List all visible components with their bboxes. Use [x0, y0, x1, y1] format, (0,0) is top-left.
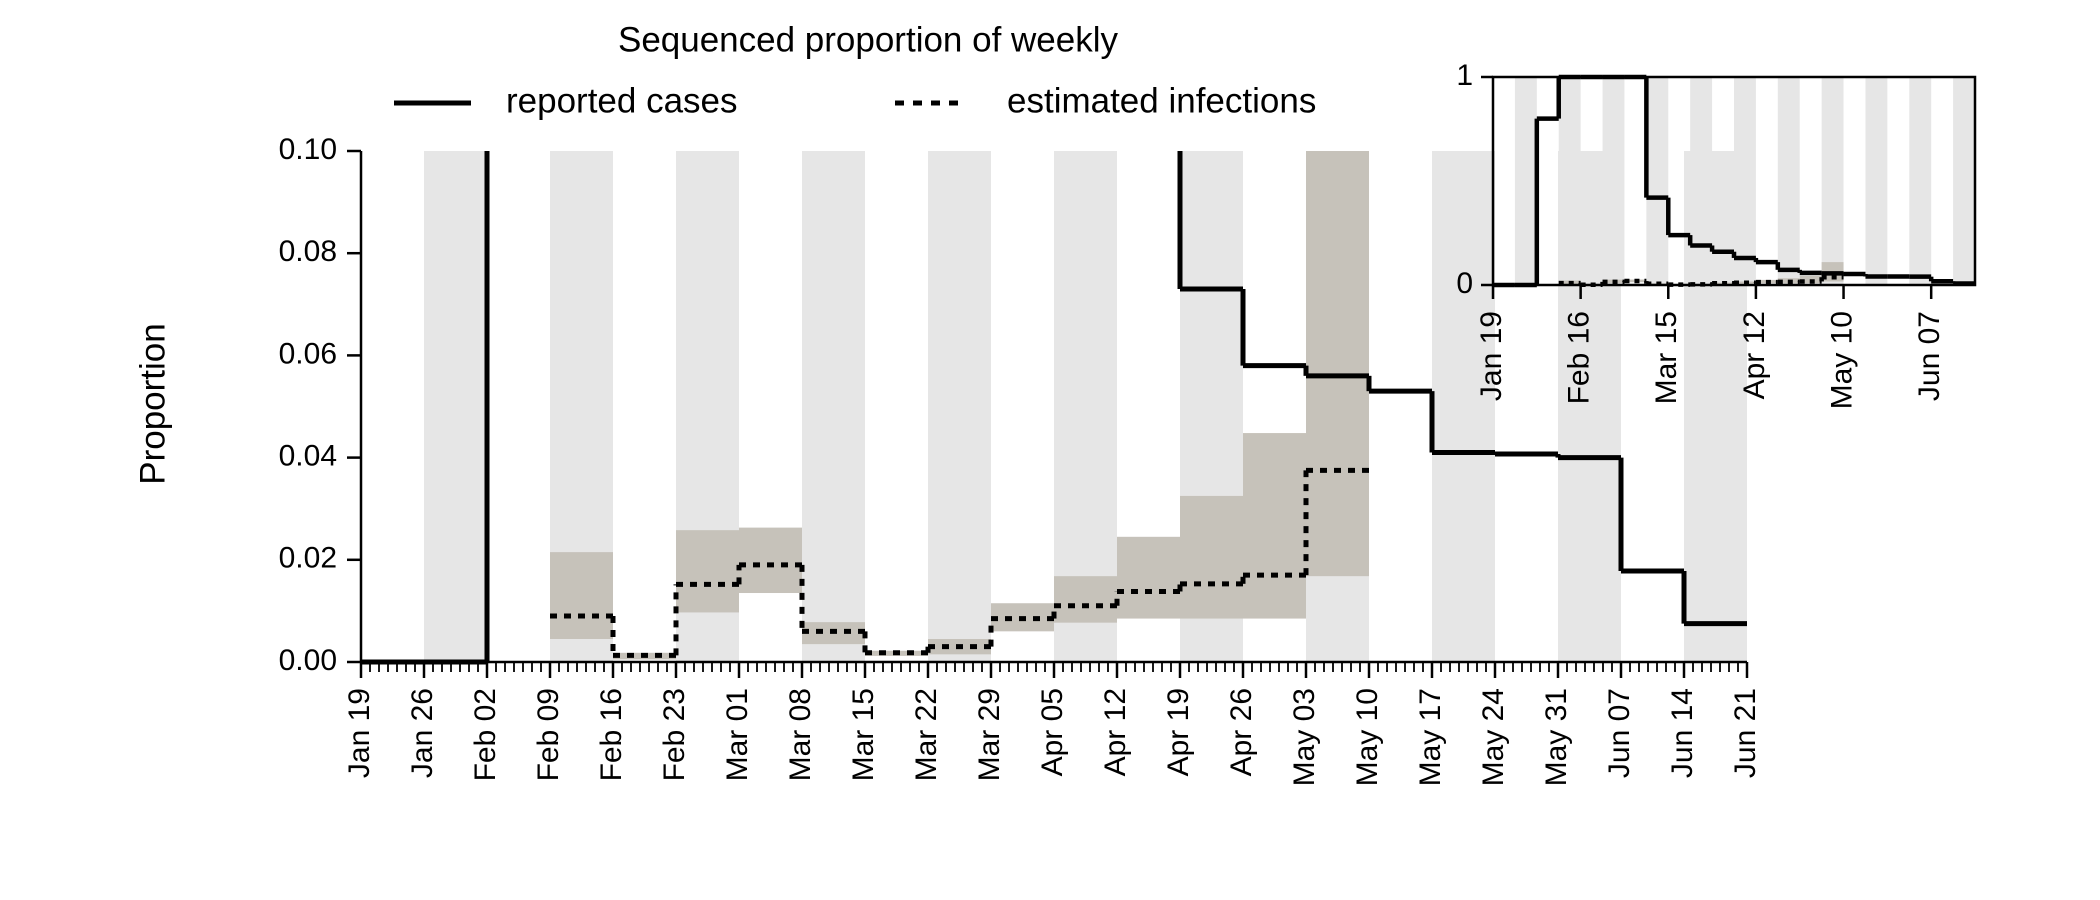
week-band	[1646, 77, 1669, 285]
x-tick-label: May 17	[1414, 688, 1447, 786]
inset-x-tick-label: Jan 19	[1475, 311, 1508, 401]
x-tick-label: Mar 15	[847, 688, 880, 781]
week-band	[928, 151, 991, 662]
x-tick-label: May 10	[1351, 688, 1384, 786]
week-band	[1821, 77, 1844, 285]
y-tick-label: 0.04	[279, 440, 337, 473]
x-tick-label: Apr 19	[1162, 688, 1195, 776]
x-tick-label: May 03	[1288, 688, 1321, 786]
week-band	[802, 151, 865, 662]
confidence-band	[1117, 536, 1180, 619]
week-band	[1690, 77, 1713, 285]
x-tick-label: May 31	[1540, 688, 1573, 786]
x-tick-label: Jun 07	[1603, 688, 1636, 778]
y-tick-label: 0.06	[279, 337, 337, 370]
confidence-band	[676, 530, 739, 613]
x-tick-label: Apr 26	[1225, 688, 1258, 776]
confidence-band	[550, 552, 613, 640]
x-tick-label: Feb 23	[658, 688, 691, 781]
y-tick-label: 0.10	[279, 133, 337, 166]
x-tick-label: Mar 01	[721, 688, 754, 781]
week-band	[1432, 151, 1495, 662]
week-band	[1734, 77, 1756, 285]
x-tick-label: May 24	[1477, 688, 1510, 786]
confidence-band	[1243, 433, 1306, 619]
legend-label: reported cases	[506, 81, 738, 120]
x-tick-label: Mar 22	[910, 688, 943, 781]
x-tick-label: Feb 16	[595, 688, 628, 781]
x-tick-label: Jun 14	[1666, 688, 1699, 778]
week-band	[1602, 77, 1625, 285]
x-tick-label: Jan 19	[343, 688, 376, 778]
y-tick-label: 0.02	[279, 542, 337, 575]
x-tick-label: Jun 21	[1729, 688, 1762, 778]
week-band	[424, 151, 487, 662]
x-tick-label: Feb 02	[469, 688, 502, 781]
y-tick-label: 0.08	[279, 235, 337, 268]
x-tick-label: Apr 12	[1099, 688, 1132, 776]
inset-x-tick-label: Mar 15	[1650, 311, 1683, 404]
week-band	[1865, 77, 1888, 285]
inset-x-tick-label: Apr 12	[1738, 311, 1771, 399]
x-tick-label: Mar 08	[784, 688, 817, 781]
x-tick-label: Mar 29	[973, 688, 1006, 781]
y-tick-label: 0.00	[279, 644, 337, 677]
x-tick-label: Jan 26	[406, 688, 439, 778]
inset-x-tick-label: May 10	[1825, 311, 1858, 409]
confidence-band	[1180, 495, 1243, 619]
inset-plot-area	[1493, 74, 1975, 288]
week-band	[1953, 77, 1975, 285]
confidence-band	[739, 527, 802, 594]
confidence-band	[1054, 576, 1117, 623]
inset-frame	[1491, 75, 1977, 287]
plot-area	[361, 151, 1747, 665]
inset-y-tick-label: 0	[1456, 267, 1473, 300]
week-band	[1777, 77, 1800, 285]
week-band	[1558, 77, 1581, 285]
y-axis-label: Proportion	[133, 323, 172, 484]
week-band	[1514, 77, 1537, 285]
x-tick-label: Apr 05	[1036, 688, 1069, 776]
inset-y-tick-label: 1	[1456, 59, 1473, 92]
inset-x-tick-label: Feb 16	[1563, 311, 1596, 404]
week-band	[1909, 77, 1932, 285]
confidence-band	[1306, 151, 1369, 577]
chart-title: Sequenced proportion of weekly	[618, 20, 1119, 59]
legend-label: estimated infections	[1007, 81, 1316, 120]
inset-x-tick-label: Jun 07	[1913, 311, 1946, 401]
x-tick-label: Feb 09	[532, 688, 565, 781]
